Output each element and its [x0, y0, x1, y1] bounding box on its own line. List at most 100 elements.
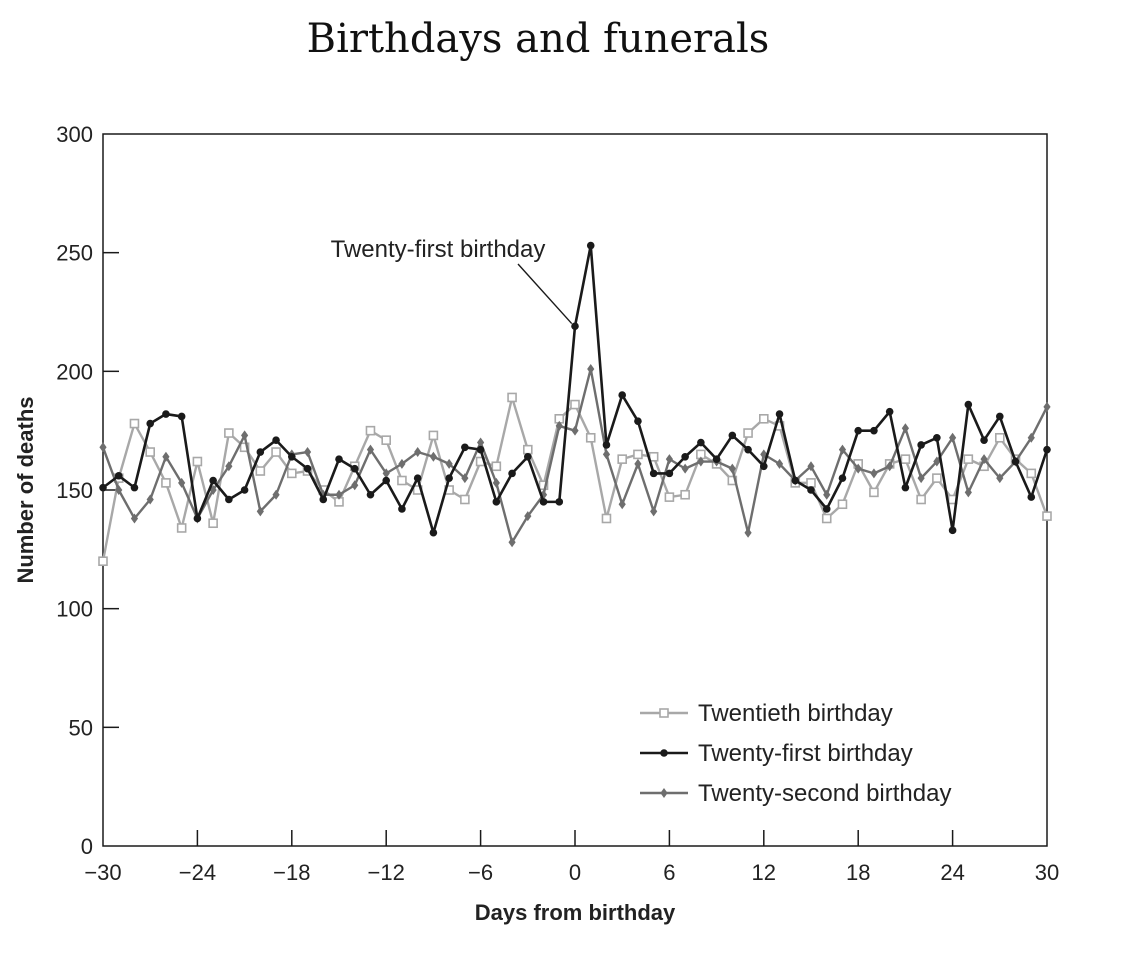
- series-layer: [98, 241, 1052, 567]
- data-point: [821, 513, 832, 524]
- legend-marker: [660, 749, 668, 757]
- data-point: [697, 438, 705, 447]
- data-point: [522, 444, 533, 455]
- data-point: [508, 469, 516, 478]
- data-point: [933, 456, 941, 467]
- x-tick-label: 30: [1035, 860, 1059, 885]
- data-point: [681, 452, 689, 461]
- data-point: [571, 425, 579, 436]
- data-point: [932, 473, 942, 483]
- legend-marker: [659, 708, 669, 718]
- data-point: [461, 443, 469, 452]
- data-point: [288, 452, 296, 461]
- data-point: [1027, 432, 1035, 443]
- data-point: [209, 476, 217, 485]
- data-point: [491, 461, 502, 472]
- data-point: [964, 487, 972, 498]
- data-point: [634, 458, 642, 469]
- data-point: [807, 461, 815, 472]
- data-point: [618, 499, 626, 510]
- data-point: [1043, 401, 1051, 412]
- series-line: [101, 396, 1049, 562]
- data-point: [838, 474, 847, 482]
- data-point: [508, 537, 516, 548]
- data-point: [538, 480, 549, 491]
- data-point: [917, 473, 925, 484]
- x-axis-label: Days from birthday: [475, 900, 676, 925]
- data-point: [162, 451, 170, 462]
- data-point: [744, 527, 752, 538]
- data-point: [854, 426, 862, 435]
- data-point: [303, 464, 312, 473]
- legend: Twentieth birthday Twenty-first birthday T…: [640, 700, 951, 807]
- data-point: [445, 474, 453, 482]
- data-point: [570, 399, 580, 410]
- data-point: [712, 455, 721, 463]
- data-point: [901, 483, 910, 492]
- data-point: [728, 463, 736, 474]
- data-point: [586, 241, 595, 250]
- data-point: [413, 474, 422, 482]
- data-point: [886, 461, 894, 472]
- legend-label: Twentieth birthday: [698, 700, 893, 727]
- data-point: [192, 456, 203, 467]
- data-point: [178, 477, 186, 488]
- data-point: [225, 461, 233, 472]
- data-point: [650, 506, 658, 517]
- data-point: [130, 483, 139, 492]
- data-point: [1027, 493, 1036, 501]
- data-point: [507, 392, 517, 403]
- data-point: [146, 419, 154, 428]
- data-point: [837, 499, 848, 510]
- y-axis: 0 50 100 150 200 250 300: [56, 122, 119, 859]
- data-point: [114, 471, 123, 480]
- data-point: [996, 412, 1004, 421]
- data-point: [397, 475, 407, 486]
- data-point: [994, 432, 1005, 443]
- data-point: [524, 452, 532, 461]
- data-point: [602, 449, 611, 460]
- series-twenty-first-birthday: [99, 241, 1051, 537]
- data-point: [901, 423, 909, 434]
- data-point: [760, 462, 768, 471]
- data-point: [854, 463, 862, 474]
- data-point: [350, 464, 359, 473]
- x-axis: −30 −24 −18 −12 −6 0 6 12 18 24 30: [84, 830, 1059, 885]
- data-point: [271, 447, 281, 457]
- data-point: [665, 469, 674, 478]
- data-point: [728, 431, 737, 440]
- annotation-label: Twenty-first birthday: [331, 236, 546, 263]
- data-point: [429, 528, 438, 537]
- data-point: [351, 480, 359, 491]
- legend-item: Twentieth birthday: [640, 700, 893, 727]
- data-point: [162, 410, 170, 418]
- y-tick-label: 300: [56, 122, 93, 147]
- data-point: [807, 486, 815, 494]
- legend-label: Twenty-second birthday: [698, 780, 951, 807]
- x-tick-label: 0: [569, 860, 581, 885]
- annotation-leader: [517, 263, 573, 325]
- data-point: [256, 506, 264, 517]
- data-point: [241, 430, 249, 441]
- data-point: [555, 498, 564, 506]
- series-twenty-second-birthday: [99, 363, 1051, 548]
- data-point: [366, 490, 375, 499]
- x-tick-label: 24: [940, 860, 964, 885]
- data-point: [744, 445, 752, 454]
- data-point: [335, 489, 343, 500]
- data-point: [885, 407, 894, 416]
- data-point: [460, 494, 470, 505]
- data-point: [633, 449, 643, 460]
- chart-title: Birthdays and funerals: [307, 16, 770, 62]
- data-point: [838, 444, 847, 455]
- data-point: [272, 436, 280, 444]
- data-point: [791, 476, 800, 485]
- data-point: [585, 432, 596, 443]
- data-point: [255, 466, 266, 476]
- data-point: [256, 448, 265, 456]
- data-point: [917, 441, 925, 449]
- data-point: [617, 454, 628, 464]
- data-point: [303, 447, 312, 458]
- y-tick-label: 100: [56, 597, 93, 622]
